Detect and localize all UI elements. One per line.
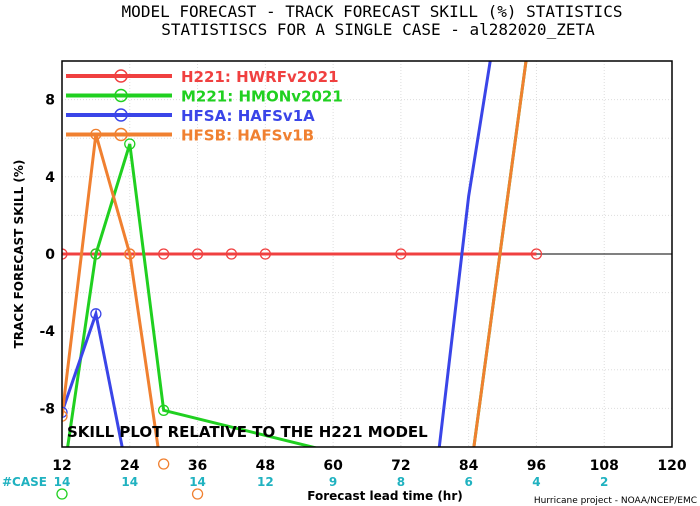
y-axis-label: TRACK FORECAST SKILL (%): [12, 160, 26, 349]
credit-text: Hurricane project - NOAA/NCEP/EMC: [534, 496, 697, 506]
data-point-h221: [225, 248, 238, 260]
case-count: 9: [329, 475, 337, 489]
data-point-h221: [191, 248, 204, 260]
case-count: 14: [54, 475, 71, 489]
series-line-hfsb: [62, 61, 528, 447]
offscale-marker-hfsb: [158, 458, 170, 470]
series-line-hfsa: [62, 61, 492, 447]
x-tick-label: 72: [391, 458, 410, 474]
legend-label-hfsb: HFSB: HAFSv1B: [181, 127, 314, 145]
x-tick-label: 48: [256, 458, 275, 474]
y-tick-label: 4: [45, 170, 55, 186]
data-point-h221: [395, 248, 407, 260]
data-point-hfsa: [90, 308, 102, 320]
x-tick-label: 60: [323, 458, 343, 474]
skill-annotation: SKILL PLOT RELATIVE TO THE H221 MODEL: [67, 423, 428, 441]
y-tick-label: -4: [39, 324, 55, 340]
case-count: 12: [257, 475, 274, 489]
plot-area: [62, 61, 543, 447]
case-count: 8: [397, 475, 405, 489]
y-tick-labels: -8 -4 0 4 8: [39, 93, 55, 418]
case-label: #CASE: [2, 475, 47, 489]
case-count: 14: [189, 475, 206, 489]
data-point-h221: [530, 248, 543, 260]
series-group: [56, 61, 543, 500]
chart-subtitle: STATISTISCS FOR A SINGLE CASE - al282020…: [161, 20, 595, 39]
data-point-h221: [62, 248, 68, 260]
chart-title: MODEL FORECAST - TRACK FORECAST SKILL (%…: [122, 2, 623, 21]
legend-marker-hfsa: [114, 108, 128, 122]
legend-label-h221: H221: HWRFv2021: [181, 68, 339, 86]
data-point-hfsb: [62, 410, 68, 422]
x-tick-label: 120: [657, 458, 686, 474]
offscale-marker-m221: [56, 488, 68, 500]
data-point-hfsa: [62, 406, 68, 418]
x-axis-label: Forecast lead time (hr): [307, 489, 463, 503]
x-tick-label: 24: [120, 458, 140, 474]
case-counts: 14 14 14 12 9 8 6 4 2: [54, 475, 609, 489]
data-point-m221: [90, 248, 102, 260]
x-tick-label: 12: [52, 458, 71, 474]
case-count: 14: [121, 475, 138, 489]
legend-label-hfsa: HFSA: HAFSv1A: [181, 107, 315, 125]
x-tick-label: 36: [188, 458, 207, 474]
data-point-h221: [259, 248, 271, 260]
legend-marker-hfsb: [114, 127, 128, 142]
offscale-marker-hfsb: [191, 488, 204, 500]
x-tick-label: 96: [527, 458, 546, 474]
plot-frame: [61, 60, 673, 448]
y-tick-label: 8: [45, 93, 55, 109]
data-point-h221: [158, 248, 170, 260]
case-count: 2: [600, 475, 608, 489]
data-point-m221: [124, 138, 136, 150]
case-count: 6: [464, 475, 472, 489]
y-tick-label: 0: [45, 247, 55, 263]
x-tick-labels: 12 24 36 48 60 72 84 96 108 120: [52, 458, 687, 474]
y-tick-label: -8: [39, 401, 55, 417]
legend-marker-m221: [114, 88, 128, 103]
x-tick-label: 108: [590, 458, 619, 474]
data-point-m221: [158, 404, 170, 416]
x-tick-label: 84: [459, 458, 479, 474]
case-count: 4: [532, 475, 540, 489]
legend-marker-h221: [114, 69, 128, 83]
legend-label-m221: M221: HMONv2021: [181, 88, 343, 106]
data-point-hfsb: [124, 248, 136, 260]
